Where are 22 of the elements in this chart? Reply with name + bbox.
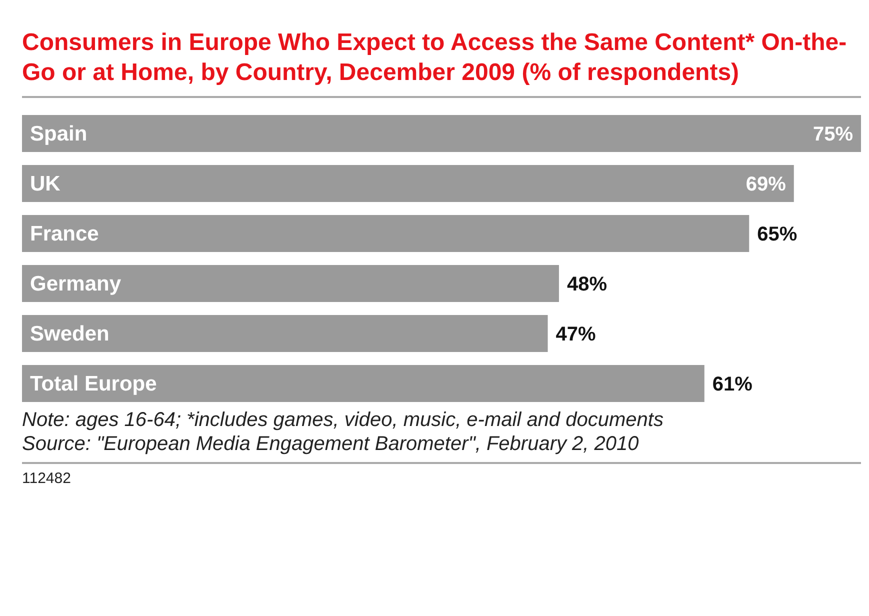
data-label: 69% (746, 174, 786, 196)
y-tick-label: UK (30, 172, 60, 196)
annotation: Note: ages 16-64; *includes games, video, music, e-mail and documents (22, 408, 664, 432)
source-note: Source: "European Media Engagement Barometer", February 2, 2010 (22, 432, 640, 456)
y-tick-label: Germany (30, 272, 122, 296)
bar (22, 365, 704, 402)
bar (22, 165, 794, 202)
data-label: 65% (757, 224, 798, 246)
y-tick-label: France (30, 222, 99, 246)
bar (22, 265, 559, 302)
data-label: 75% (812, 124, 854, 146)
y-tick-label: Sweden (30, 322, 110, 346)
bar (22, 315, 548, 352)
chart-title: Consumers in Europe Who Expect to Access the Same Content* On-the-Go or at Home, by Country, December 2009 (% of respondents) (22, 8, 861, 98)
bar (22, 215, 750, 252)
text: 112482 (22, 470, 72, 487)
data-label: 47% (556, 324, 596, 346)
data-label: 48% (566, 274, 608, 296)
bar (22, 115, 861, 152)
y-tick-label: Total Europe (30, 372, 157, 396)
data-label: 61% (712, 374, 753, 396)
y-tick-label: Spain (30, 122, 88, 146)
